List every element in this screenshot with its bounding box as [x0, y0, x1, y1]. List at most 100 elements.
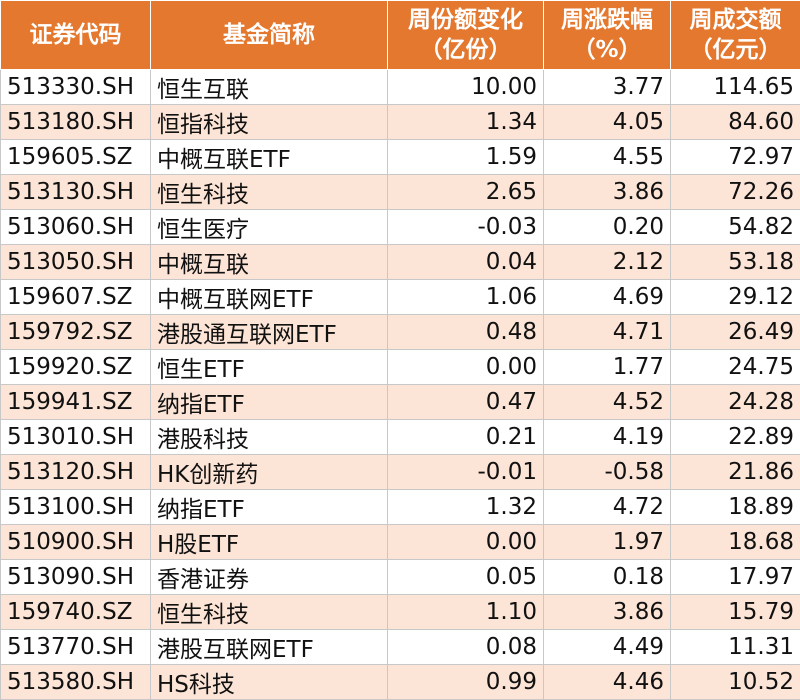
cell-turnover: 29.12	[671, 280, 800, 315]
cell-code: 510900.SH	[1, 525, 151, 560]
cell-fund-name: 港股科技	[151, 420, 388, 455]
cell-code: 513010.SH	[1, 420, 151, 455]
cell-pct-change: 4.71	[544, 315, 671, 350]
cell-share-change: 0.00	[388, 525, 544, 560]
cell-code: 159740.SZ	[1, 595, 151, 630]
cell-pct-change: 4.49	[544, 630, 671, 665]
cell-pct-change: 4.69	[544, 280, 671, 315]
cell-share-change: 2.65	[388, 175, 544, 210]
cell-pct-change: 4.52	[544, 385, 671, 420]
cell-share-change: 0.47	[388, 385, 544, 420]
cell-turnover: 84.60	[671, 105, 800, 140]
cell-code: 513060.SH	[1, 210, 151, 245]
cell-turnover: 22.89	[671, 420, 800, 455]
cell-code: 513180.SH	[1, 105, 151, 140]
cell-pct-change: 1.77	[544, 350, 671, 385]
cell-code: 513120.SH	[1, 455, 151, 490]
cell-share-change: 0.21	[388, 420, 544, 455]
cell-share-change: 1.59	[388, 140, 544, 175]
header-turnover-line1: 周成交额	[673, 5, 798, 35]
cell-pct-change: 0.20	[544, 210, 671, 245]
cell-fund-name: 中概互联ETF	[151, 140, 388, 175]
cell-turnover: 24.28	[671, 385, 800, 420]
cell-share-change: 1.34	[388, 105, 544, 140]
cell-fund-name: 中概互联	[151, 245, 388, 280]
cell-turnover: 26.49	[671, 315, 800, 350]
cell-turnover: 15.79	[671, 595, 800, 630]
cell-pct-change: 4.05	[544, 105, 671, 140]
cell-pct-change: 4.46	[544, 665, 671, 700]
header-share-change-line1: 周份额变化	[390, 5, 541, 35]
cell-pct-change: 4.19	[544, 420, 671, 455]
cell-turnover: 11.31	[671, 630, 800, 665]
header-pct-change-line2: （%）	[546, 35, 668, 65]
cell-turnover: 24.75	[671, 350, 800, 385]
cell-code: 513130.SH	[1, 175, 151, 210]
cell-fund-name: 纳指ETF	[151, 490, 388, 525]
cell-fund-name: 恒生ETF	[151, 350, 388, 385]
cell-pct-change: 1.97	[544, 525, 671, 560]
cell-turnover: 72.97	[671, 140, 800, 175]
header-share-change: 周份额变化 （亿份）	[388, 1, 544, 70]
cell-share-change: 1.32	[388, 490, 544, 525]
cell-fund-name: 恒生互联	[151, 70, 388, 105]
cell-pct-change: 3.77	[544, 70, 671, 105]
cell-code: 513580.SH	[1, 665, 151, 700]
cell-fund-name: 港股通互联网ETF	[151, 315, 388, 350]
cell-pct-change: 0.18	[544, 560, 671, 595]
header-share-change-line2: （亿份）	[390, 35, 541, 65]
cell-turnover: 72.26	[671, 175, 800, 210]
header-turnover: 周成交额 （亿元）	[671, 1, 800, 70]
header-name: 基金简称	[151, 1, 388, 70]
cell-turnover: 17.97	[671, 560, 800, 595]
cell-share-change: 1.10	[388, 595, 544, 630]
cell-code: 159941.SZ	[1, 385, 151, 420]
cell-fund-name: 恒生科技	[151, 175, 388, 210]
cell-pct-change: 3.86	[544, 595, 671, 630]
header-pct-change-line1: 周涨跌幅	[546, 5, 668, 35]
cell-fund-name: 香港证券	[151, 560, 388, 595]
cell-fund-name: 纳指ETF	[151, 385, 388, 420]
cell-fund-name: HS科技	[151, 665, 388, 700]
cell-code: 513330.SH	[1, 70, 151, 105]
cell-turnover: 54.82	[671, 210, 800, 245]
cell-code: 513770.SH	[1, 630, 151, 665]
header-name-label: 基金简称	[153, 20, 385, 50]
cell-pct-change: 3.86	[544, 175, 671, 210]
cell-share-change: 0.48	[388, 315, 544, 350]
header-pct-change: 周涨跌幅 （%）	[544, 1, 671, 70]
cell-pct-change: 4.55	[544, 140, 671, 175]
cell-share-change: 0.99	[388, 665, 544, 700]
cell-share-change: 0.08	[388, 630, 544, 665]
cell-turnover: 18.68	[671, 525, 800, 560]
cell-fund-name: HK创新药	[151, 455, 388, 490]
cell-code: 159607.SZ	[1, 280, 151, 315]
table-header: 证券代码 基金简称 周份额变化 （亿份） 周涨跌幅 （%） 周成交额 （亿元）	[1, 1, 800, 70]
cell-code: 513090.SH	[1, 560, 151, 595]
cell-fund-name: H股ETF	[151, 525, 388, 560]
cell-turnover: 53.18	[671, 245, 800, 280]
cell-share-change: 0.05	[388, 560, 544, 595]
cell-share-change: -0.03	[388, 210, 544, 245]
cell-share-change: 0.00	[388, 350, 544, 385]
cell-fund-name: 恒指科技	[151, 105, 388, 140]
cell-fund-name: 中概互联网ETF	[151, 280, 388, 315]
cell-turnover: 21.86	[671, 455, 800, 490]
cell-pct-change: 2.12	[544, 245, 671, 280]
